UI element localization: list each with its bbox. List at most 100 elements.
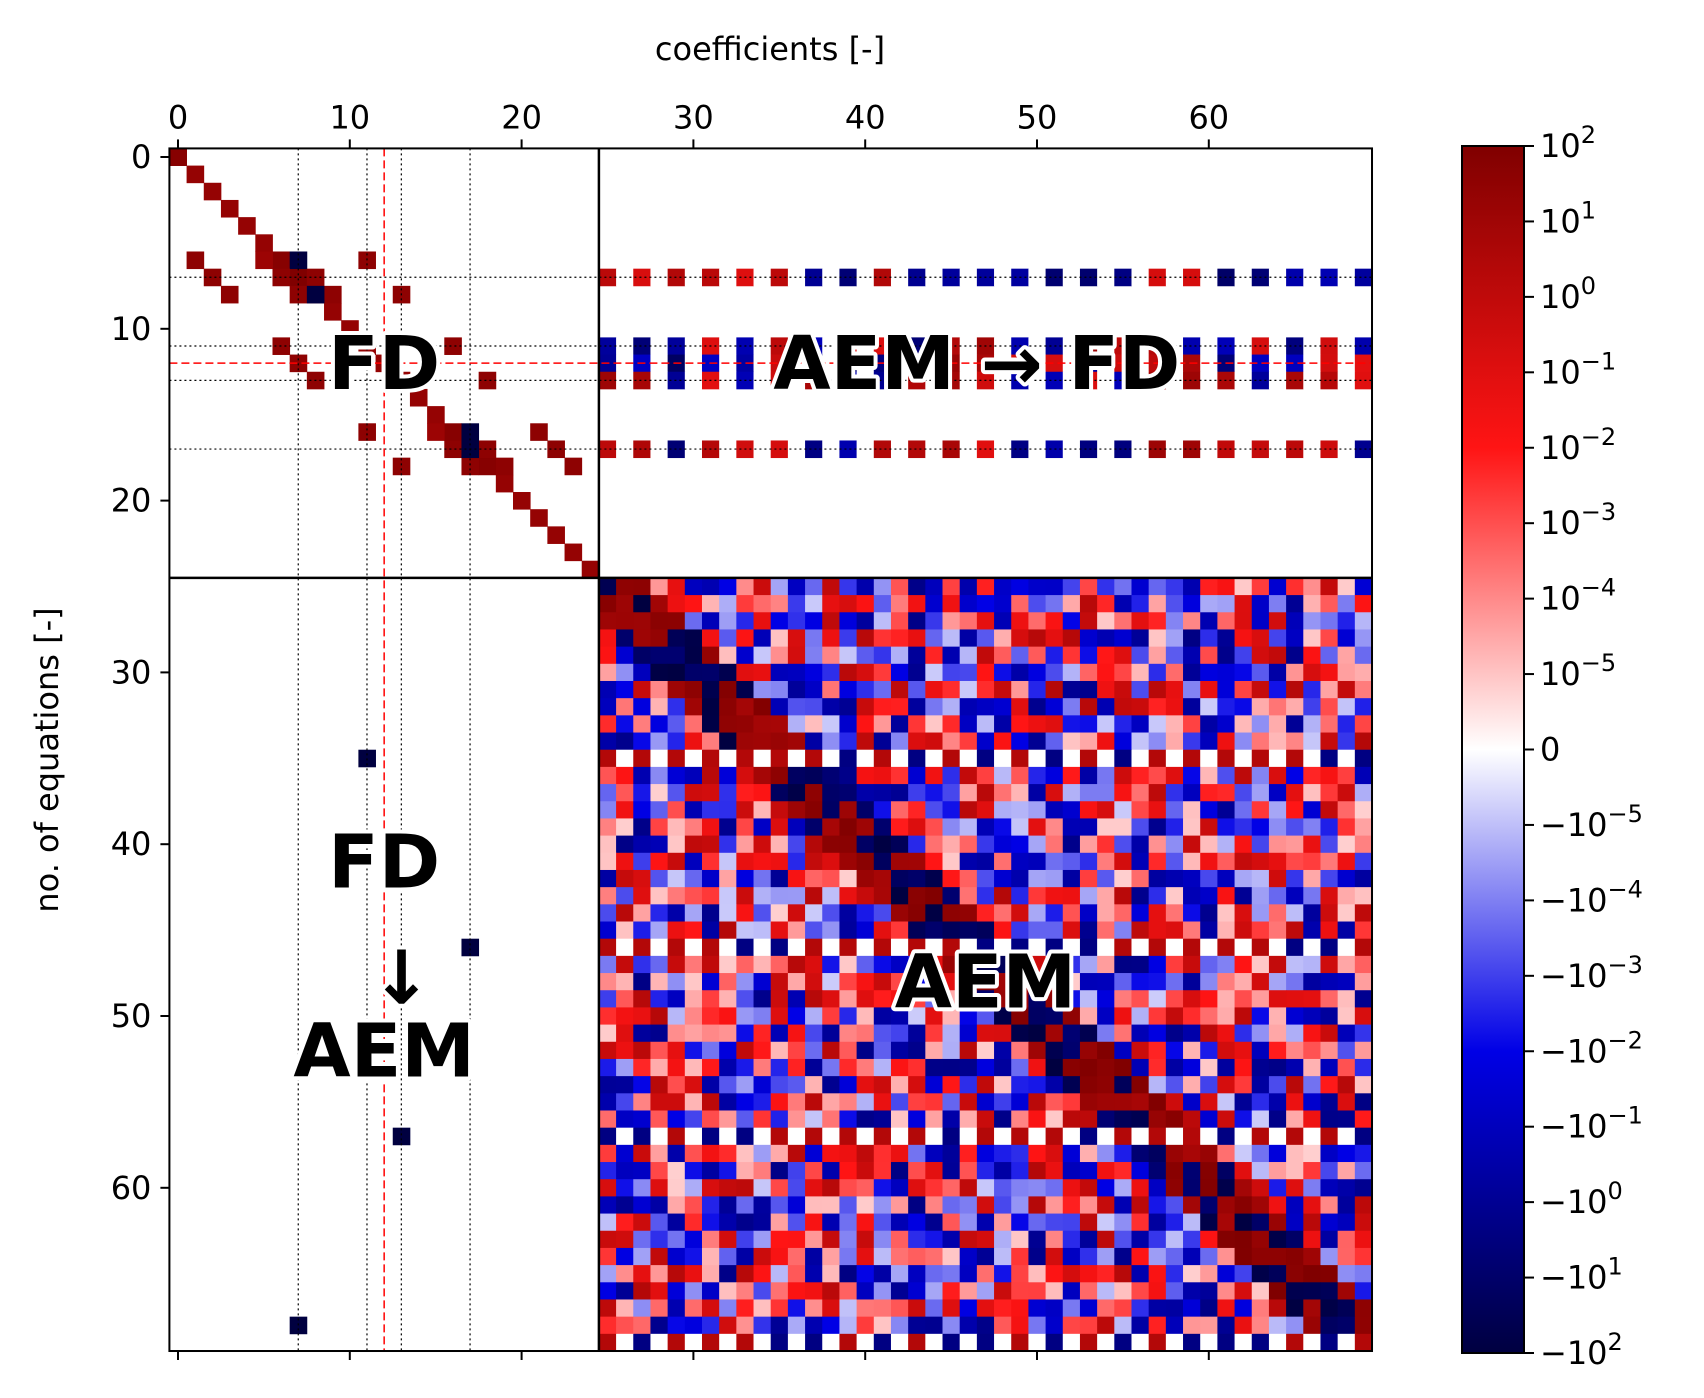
aem-cell xyxy=(1062,1024,1081,1043)
aem-cell xyxy=(1131,1282,1150,1300)
aem-cell xyxy=(753,1058,772,1077)
aem-cell xyxy=(1165,852,1184,871)
aem-cell xyxy=(633,1282,651,1300)
aem-cell xyxy=(822,612,840,630)
aem-cell xyxy=(736,612,754,630)
aem-cell xyxy=(1097,732,1115,751)
aem-cell xyxy=(1268,921,1287,940)
fd-cell xyxy=(444,440,462,459)
aem-cell xyxy=(856,1110,875,1129)
aem-cell xyxy=(856,749,875,768)
aem-cell xyxy=(1148,921,1167,940)
aem-to-fd-cell xyxy=(650,440,669,459)
aem-cell xyxy=(1148,1110,1167,1129)
aem-cell xyxy=(1011,663,1029,682)
aem-cell xyxy=(1320,1196,1339,1214)
aem-cell xyxy=(1234,921,1253,940)
aem-cell xyxy=(1079,1058,1098,1077)
aem-cell xyxy=(1200,595,1218,613)
aem-cell xyxy=(684,1265,703,1283)
aem-cell xyxy=(1097,1041,1115,1060)
aem-cell xyxy=(1337,698,1356,716)
aem-cell xyxy=(1200,732,1218,751)
aem-cell xyxy=(753,921,772,940)
aem-cell xyxy=(839,1230,858,1249)
aem-cell xyxy=(719,1230,737,1249)
aem-cell xyxy=(1079,732,1098,751)
aem-cell xyxy=(1011,955,1029,974)
aem-cell xyxy=(805,715,823,733)
aem-cell xyxy=(1354,852,1373,871)
aem-cell xyxy=(1165,698,1184,716)
aem-cell xyxy=(1354,1024,1373,1043)
aem-cell xyxy=(1079,1024,1098,1043)
aem-cell xyxy=(650,1058,669,1077)
aem-cell xyxy=(994,818,1012,837)
aem-cell xyxy=(770,921,789,940)
aem-cell xyxy=(753,749,772,768)
aem-cell xyxy=(994,1247,1012,1266)
aem-cell xyxy=(736,1162,754,1180)
aem-cell xyxy=(942,646,961,665)
aem-cell xyxy=(822,904,840,922)
aem-cell xyxy=(1251,663,1270,682)
aem-cell xyxy=(839,1196,858,1214)
aem-cell xyxy=(1303,1144,1321,1163)
aem-cell xyxy=(1079,1265,1098,1283)
aem-cell xyxy=(719,818,737,837)
aem-cell xyxy=(770,1230,789,1249)
aem-cell xyxy=(873,1316,892,1335)
aem-cell xyxy=(1183,1041,1201,1060)
aem-cell xyxy=(1131,663,1150,682)
aem-cell xyxy=(1337,1333,1356,1352)
aem-cell xyxy=(1148,904,1167,922)
aem-cell xyxy=(1079,1007,1098,1025)
aem-to-fd-cell xyxy=(753,337,772,355)
aem-cell xyxy=(976,646,995,665)
aem-cell xyxy=(616,1127,634,1146)
aem-cell xyxy=(1148,629,1167,648)
aem-cell xyxy=(684,921,703,940)
aem-cell xyxy=(719,629,737,648)
aem-cell xyxy=(1011,1265,1029,1283)
aem-cell xyxy=(1062,766,1081,785)
colorbar-tick-label: 10−1 xyxy=(1540,347,1616,391)
aem-cell xyxy=(994,1041,1012,1060)
aem-cell xyxy=(1045,629,1064,648)
aem-cell xyxy=(1079,629,1098,648)
aem-cell xyxy=(1286,973,1304,991)
aem-cell xyxy=(1320,1316,1339,1335)
aem-cell xyxy=(598,1247,617,1266)
aem-cell xyxy=(633,990,651,1008)
aem-cell xyxy=(1320,869,1339,888)
aem-cell xyxy=(1354,801,1373,819)
fd-cell xyxy=(564,543,583,562)
aem-cell xyxy=(616,1024,634,1043)
aem-cell xyxy=(890,577,909,596)
aem-cell xyxy=(616,715,634,733)
aem-cell xyxy=(753,1282,772,1300)
aem-cell xyxy=(1286,577,1304,596)
aem-cell xyxy=(598,921,617,940)
aem-cell xyxy=(1183,852,1201,871)
aem-cell xyxy=(1165,938,1184,957)
aem-cell xyxy=(1217,835,1235,854)
aem-cell xyxy=(1234,1316,1253,1335)
aem-cell xyxy=(908,1093,926,1111)
aem-cell xyxy=(839,1213,858,1232)
aem-cell xyxy=(1303,852,1321,871)
aem-cell xyxy=(1200,938,1218,957)
aem-to-fd-cell xyxy=(1028,268,1046,287)
aem-cell xyxy=(1114,1316,1132,1335)
aem-cell xyxy=(1062,680,1081,699)
aem-cell xyxy=(1234,938,1253,957)
aem-cell xyxy=(908,835,926,854)
aem-cell xyxy=(1286,1196,1304,1214)
aem-cell xyxy=(1165,766,1184,785)
aem-cell xyxy=(650,904,669,922)
aem-cell xyxy=(1354,1041,1373,1060)
aem-cell xyxy=(1183,921,1201,940)
aem-cell xyxy=(1097,663,1115,682)
aem-cell xyxy=(1079,1247,1098,1266)
colorbar-tick-label: −10−2 xyxy=(1540,1026,1643,1070)
